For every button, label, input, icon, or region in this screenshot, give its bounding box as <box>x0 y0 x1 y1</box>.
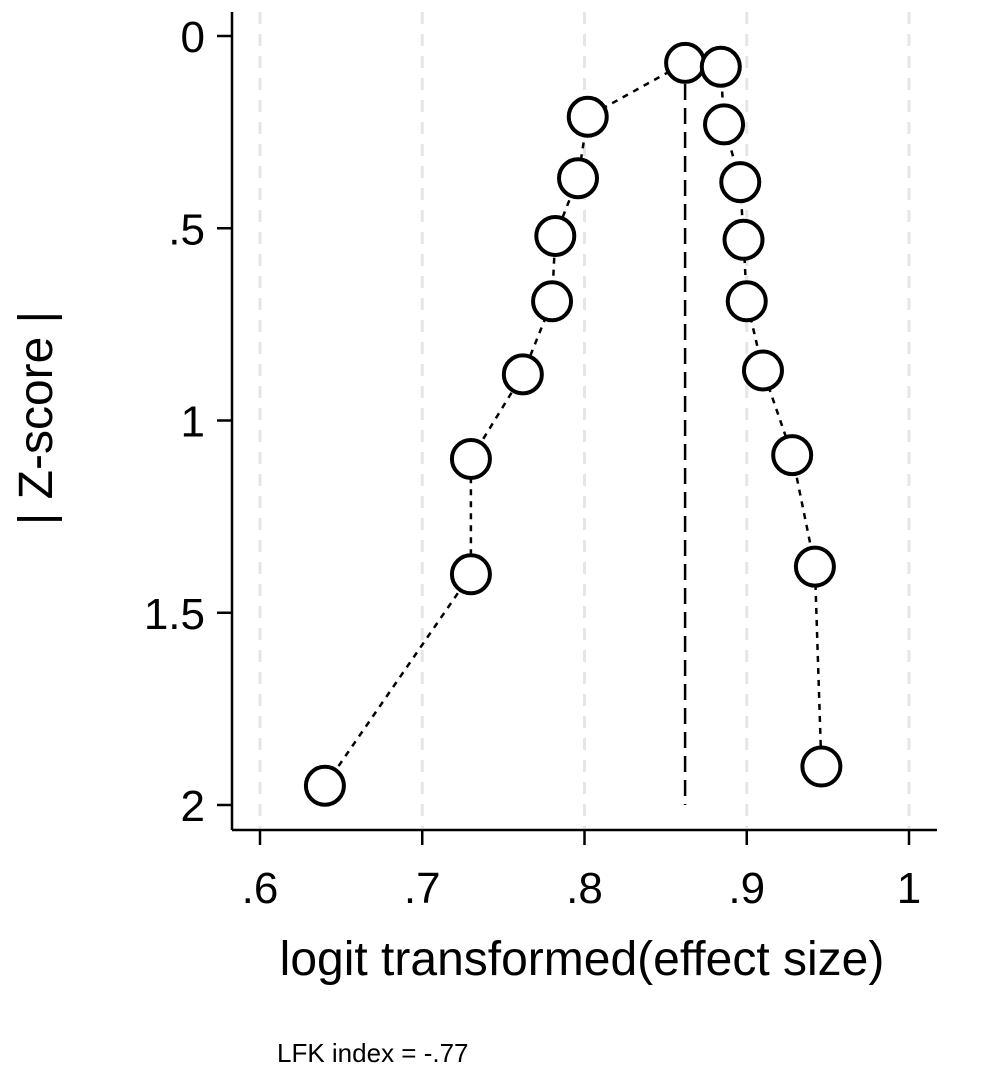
data-point-13 <box>725 280 768 323</box>
data-point-4 <box>531 280 574 323</box>
y-tick-label-3: 1.5 <box>144 590 205 639</box>
y-tick-label-1: .5 <box>168 205 205 254</box>
lfk-index-note: LFK index = -.77 <box>277 1038 469 1067</box>
x-tick-label-1: .7 <box>404 864 441 913</box>
grid-lines <box>258 12 911 828</box>
x-tick-label-3: .9 <box>728 864 765 913</box>
data-point-3 <box>501 353 544 396</box>
data-point-11 <box>719 161 762 204</box>
x-tick-label-0: .6 <box>242 864 279 913</box>
data-points <box>303 41 843 807</box>
data-point-10 <box>703 103 746 146</box>
data-point-9 <box>699 45 742 88</box>
data-point-8 <box>664 41 707 84</box>
x-tick-label-4: 1 <box>897 864 921 913</box>
data-point-14 <box>741 349 784 392</box>
data-point-0 <box>303 764 346 807</box>
y-axis-title: | Z-score | <box>10 311 63 525</box>
x-tick-label-2: .8 <box>566 864 603 913</box>
y-tick-label-4: 2 <box>181 782 205 831</box>
data-point-1 <box>449 553 492 596</box>
data-point-2 <box>449 437 492 480</box>
data-point-12 <box>722 218 765 261</box>
tick-marks <box>217 34 911 845</box>
y-tick-label-0: 0 <box>181 13 205 62</box>
data-point-6 <box>557 157 600 200</box>
data-point-5 <box>534 214 577 257</box>
tick-labels: .6 .7 .8 .9 1 0 .5 1 1.5 2 <box>144 13 921 913</box>
data-point-16 <box>793 545 836 588</box>
x-axis-title: logit transformed(effect size) <box>280 933 885 986</box>
data-point-17 <box>800 745 843 788</box>
data-point-15 <box>771 434 814 477</box>
data-point-7 <box>566 95 609 138</box>
y-tick-label-2: 1 <box>181 398 205 447</box>
